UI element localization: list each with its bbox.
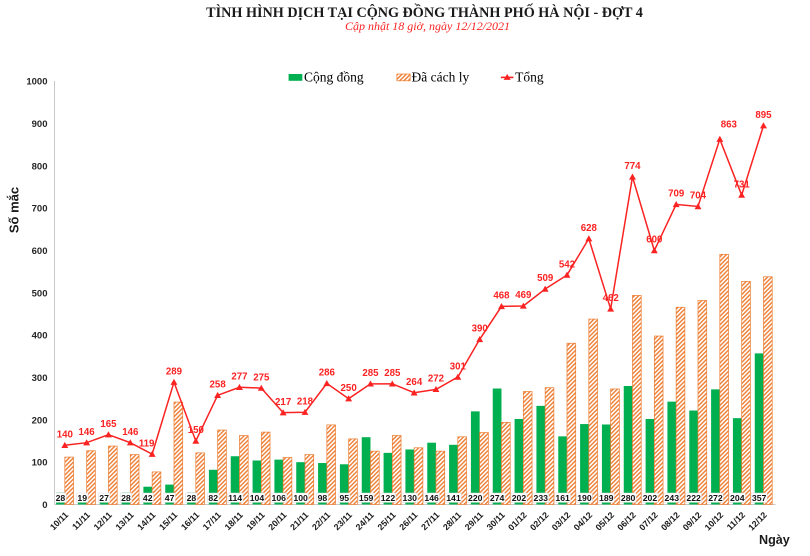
svg-text:704: 704: [690, 191, 707, 202]
svg-text:462: 462: [603, 293, 619, 304]
svg-text:280: 280: [621, 493, 636, 503]
svg-text:469: 469: [515, 290, 532, 301]
svg-text:114: 114: [228, 493, 242, 503]
svg-text:258: 258: [210, 379, 227, 390]
svg-text:159: 159: [359, 493, 374, 503]
svg-text:27: 27: [99, 493, 109, 503]
svg-text:Ngày: Ngày: [759, 533, 790, 547]
svg-text:95: 95: [339, 493, 349, 503]
svg-text:895: 895: [755, 110, 772, 121]
svg-text:285: 285: [362, 368, 379, 379]
svg-text:220: 220: [468, 493, 483, 503]
svg-text:542: 542: [559, 259, 575, 270]
svg-text:277: 277: [231, 371, 247, 382]
svg-text:42: 42: [143, 493, 153, 503]
svg-text:190: 190: [577, 493, 592, 503]
svg-text:146: 146: [79, 427, 96, 438]
svg-text:400: 400: [32, 331, 48, 342]
svg-text:217: 217: [275, 397, 291, 408]
svg-text:600: 600: [646, 235, 662, 246]
svg-text:301: 301: [450, 361, 467, 372]
svg-text:122: 122: [381, 493, 396, 503]
svg-text:1000: 1000: [26, 77, 47, 88]
svg-text:628: 628: [581, 223, 598, 234]
svg-text:28: 28: [121, 493, 131, 503]
svg-text:TÌNH HÌNH DỊCH TẠI CỘNG ĐỒNG T: TÌNH HÌNH DỊCH TẠI CỘNG ĐỒNG THÀNH PHỐ H…: [206, 3, 643, 21]
svg-text:161: 161: [555, 493, 570, 503]
svg-text:700: 700: [32, 204, 48, 215]
svg-text:98: 98: [318, 493, 328, 503]
svg-text:19: 19: [77, 493, 87, 503]
svg-text:222: 222: [686, 493, 701, 503]
svg-text:165: 165: [100, 419, 117, 430]
svg-text:900: 900: [32, 119, 48, 130]
svg-text:233: 233: [534, 493, 549, 503]
svg-text:150: 150: [188, 425, 204, 436]
svg-text:Số mắc: Số mắc: [7, 187, 22, 233]
svg-text:47: 47: [165, 493, 175, 503]
svg-text:189: 189: [599, 493, 614, 503]
svg-text:104: 104: [250, 493, 265, 503]
svg-text:Cập nhật 18 giờ, ngày 12/12/20: Cập nhật 18 giờ, ngày 12/12/2021: [345, 19, 510, 33]
svg-text:600: 600: [32, 246, 48, 257]
svg-text:264: 264: [406, 377, 423, 388]
svg-text:468: 468: [493, 291, 510, 302]
svg-text:202: 202: [512, 493, 527, 503]
svg-text:509: 509: [537, 273, 554, 284]
svg-text:800: 800: [32, 161, 48, 172]
svg-text:357: 357: [752, 493, 767, 503]
svg-text:272: 272: [708, 493, 723, 503]
svg-text:863: 863: [721, 119, 738, 130]
svg-text:709: 709: [668, 189, 685, 200]
svg-text:243: 243: [665, 493, 680, 503]
svg-text:275: 275: [253, 372, 270, 383]
svg-text:731: 731: [734, 179, 751, 190]
svg-text:500: 500: [32, 288, 48, 299]
svg-text:146: 146: [122, 427, 139, 438]
svg-text:300: 300: [32, 373, 48, 384]
svg-text:200: 200: [32, 415, 48, 426]
svg-text:202: 202: [643, 493, 658, 503]
svg-text:82: 82: [208, 493, 218, 503]
svg-text:28: 28: [187, 493, 197, 503]
svg-text:141: 141: [446, 493, 461, 503]
svg-text:272: 272: [428, 374, 444, 385]
svg-text:106: 106: [272, 493, 287, 503]
svg-text:28: 28: [56, 493, 66, 503]
svg-text:130: 130: [403, 493, 418, 503]
svg-text:218: 218: [297, 396, 314, 407]
svg-text:146: 146: [424, 493, 439, 503]
svg-text:274: 274: [490, 493, 505, 503]
svg-text:286: 286: [319, 368, 336, 379]
svg-text:774: 774: [624, 161, 641, 172]
svg-text:Đã cách ly: Đã cách ly: [412, 70, 470, 85]
svg-text:204: 204: [730, 493, 745, 503]
svg-text:289: 289: [166, 366, 183, 377]
svg-text:Tổng: Tổng: [515, 70, 544, 85]
svg-text:Cộng đồng: Cộng đồng: [304, 70, 364, 85]
svg-text:100: 100: [32, 458, 48, 469]
svg-text:0: 0: [42, 500, 47, 511]
svg-text:285: 285: [384, 368, 401, 379]
svg-text:140: 140: [57, 429, 73, 440]
svg-text:250: 250: [341, 383, 357, 394]
svg-text:119: 119: [139, 438, 155, 449]
svg-text:100: 100: [293, 493, 308, 503]
svg-text:390: 390: [472, 324, 488, 335]
